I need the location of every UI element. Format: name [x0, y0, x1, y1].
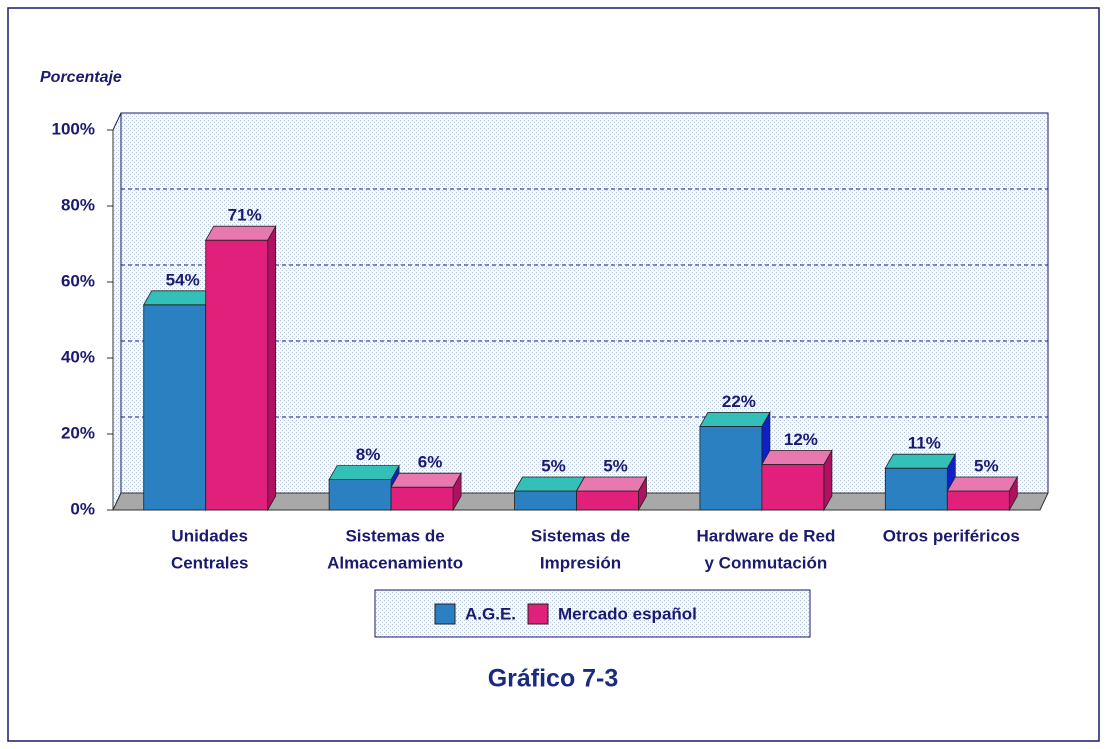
bar-top	[205, 225, 277, 241]
bar	[884, 467, 948, 511]
bar	[143, 304, 207, 511]
y-tick-label: 20%	[61, 423, 95, 442]
value-label: 22%	[722, 392, 756, 411]
bar	[205, 239, 269, 511]
x-tick-label: y Conmutación	[705, 553, 828, 572]
bar	[761, 463, 825, 511]
bar	[390, 486, 454, 511]
bar-top	[699, 411, 771, 427]
x-tick-label: Impresión	[540, 553, 621, 572]
side-wall	[112, 112, 122, 511]
y-tick-label: 80%	[61, 195, 95, 214]
bar-top	[575, 476, 648, 492]
x-tick-label: Unidades	[171, 526, 248, 545]
value-label: 54%	[166, 270, 200, 289]
bar-top	[513, 476, 586, 492]
legend-box	[374, 589, 811, 638]
x-tick-label: Centrales	[171, 553, 248, 572]
value-label: 5%	[603, 456, 628, 475]
bar-top	[390, 472, 462, 488]
y-axis-label: Porcentaje	[40, 69, 122, 86]
value-label: 8%	[356, 445, 381, 464]
chart-title: Gráfico 7-3	[488, 665, 619, 693]
bar	[576, 490, 639, 511]
x-tick-label: Otros periféricos	[883, 526, 1020, 545]
y-tick-label: 40%	[61, 347, 95, 366]
legend-swatch	[527, 603, 549, 625]
legend-swatch	[434, 603, 456, 625]
bar	[699, 425, 763, 511]
x-tick-label: Hardware de Red	[696, 526, 835, 545]
y-tick-label: 100%	[52, 119, 95, 138]
value-label: 71%	[228, 206, 262, 225]
value-label: 6%	[418, 453, 443, 472]
bar-top	[946, 476, 1018, 492]
bar-side	[267, 224, 277, 512]
value-label: 5%	[974, 456, 999, 475]
x-tick-label: Almacenamiento	[327, 553, 463, 572]
bar	[514, 490, 577, 511]
x-tick-label: Sistemas de	[345, 526, 444, 545]
y-tick-label: 0%	[70, 499, 95, 518]
y-tick-label: 60%	[61, 271, 95, 290]
value-label: 5%	[541, 456, 566, 475]
bar-top	[328, 465, 400, 481]
bar-top	[884, 453, 956, 469]
bar-top	[143, 290, 215, 306]
bar	[328, 479, 392, 511]
bar	[946, 490, 1010, 511]
legend-label: Mercado español	[558, 604, 697, 623]
value-label: 11%	[908, 434, 941, 453]
bar-top	[761, 449, 833, 465]
x-tick-label: Sistemas de	[531, 526, 630, 545]
legend-label: A.G.E.	[465, 604, 516, 623]
value-label: 12%	[784, 430, 818, 449]
